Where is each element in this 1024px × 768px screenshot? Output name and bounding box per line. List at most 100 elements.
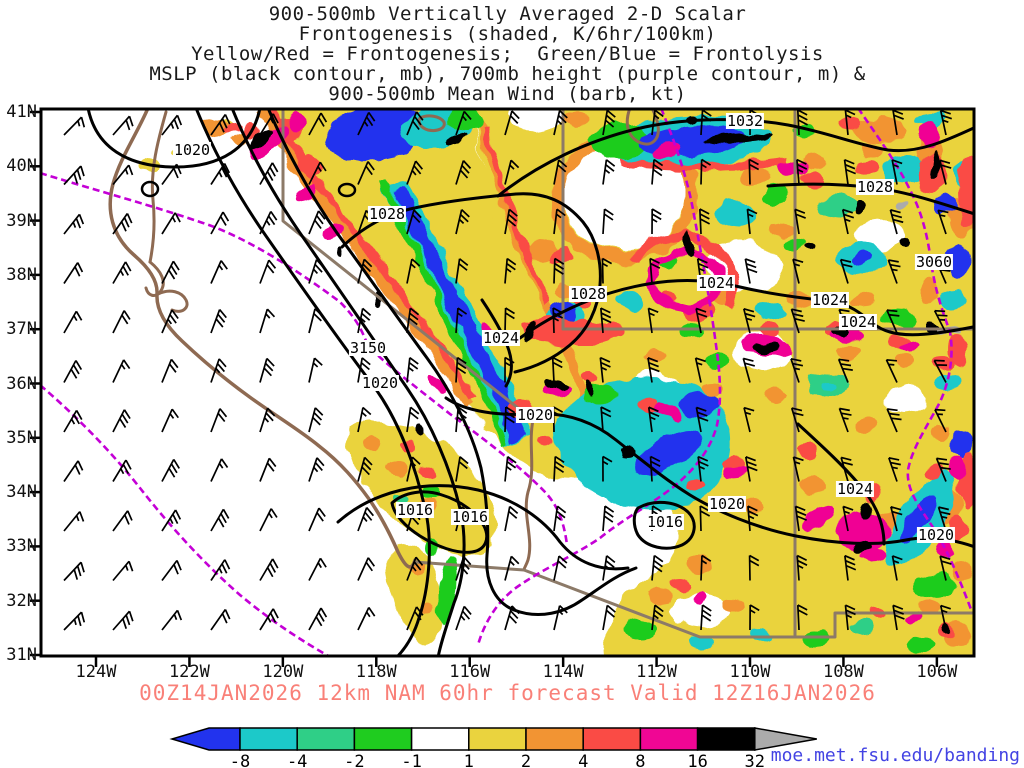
wind-barb — [886, 309, 900, 334]
wind-barb — [696, 257, 709, 284]
wind-barb — [602, 505, 615, 532]
title-line-3: Yellow/Red = Frontogenesis; Green/Blue =… — [191, 43, 824, 65]
wind-barb — [455, 209, 470, 235]
wind-barb — [939, 604, 951, 631]
wind-barb — [744, 258, 758, 284]
lat-tick-label: 37N — [6, 319, 37, 340]
wind-barb — [651, 604, 664, 631]
colorbar-tick-label: 4 — [578, 752, 589, 768]
lat-tick-label: 32N — [6, 590, 37, 611]
colorbar-tick-label: 8 — [635, 752, 646, 768]
wind-barb — [695, 406, 709, 433]
wind-barb — [504, 505, 519, 532]
wind-barb — [700, 554, 712, 581]
wind-barb — [504, 605, 520, 631]
wind-barb — [357, 307, 372, 334]
colorbar-tick-label: 1 — [463, 752, 474, 768]
wind-barb — [161, 260, 180, 284]
wind-barb — [455, 160, 472, 185]
colorbar — [169, 727, 817, 751]
wind-barb — [838, 407, 852, 433]
lat-tick-label: 34N — [6, 482, 37, 503]
title-line-5: 900-500mb Mean Wind (barb, kt) — [328, 83, 687, 105]
wind-barb — [839, 258, 853, 284]
wind-barb — [649, 455, 661, 482]
wind-barb — [790, 308, 805, 334]
wind-barb — [455, 307, 468, 334]
wind-barb — [889, 209, 904, 235]
wind-barb — [161, 309, 179, 334]
wind-barb — [308, 210, 326, 235]
wind-barb — [161, 509, 182, 532]
wind-barb — [749, 604, 760, 631]
wind-barb — [602, 109, 616, 136]
wind-barb — [746, 208, 758, 235]
wind-barb — [885, 358, 898, 383]
wind-barb — [504, 455, 517, 482]
wind-barb — [210, 408, 228, 433]
wind-barb — [743, 406, 755, 433]
wind-barb — [840, 456, 853, 482]
lat-tick-label: 38N — [6, 264, 37, 285]
wind-barb — [599, 307, 612, 334]
lon-tick-label: 124W — [75, 662, 117, 682]
wind-barb — [112, 459, 132, 482]
wind-barb — [308, 457, 325, 482]
contour-label-mslp: 1020 — [515, 406, 555, 424]
wind-barb — [308, 557, 327, 581]
site-link[interactable]: moe.met.fsu.edu/banding — [770, 745, 1020, 766]
colorbar-tick-label: -4 — [286, 752, 308, 768]
wind-barb — [939, 159, 952, 185]
title-line-4: MSLP (black contour, mb), 700mb height (… — [149, 63, 866, 85]
wind-barb — [934, 408, 947, 433]
wind-barb — [888, 457, 901, 482]
wind-barb — [844, 554, 857, 581]
wind-barbs — [63, 109, 953, 631]
wind-barb — [553, 159, 568, 185]
wind-barb — [210, 358, 227, 383]
wind-barb — [259, 407, 276, 433]
wind-barb — [210, 211, 230, 235]
wind-barb — [63, 460, 84, 482]
wind-barb — [406, 111, 424, 136]
wind-barb — [63, 511, 85, 532]
contour-label-mslp: 1024 — [835, 480, 875, 498]
wind-barb — [406, 160, 424, 185]
wind-barb — [748, 554, 760, 581]
lon-tick-label: 122W — [168, 662, 210, 682]
wind-barb — [790, 357, 804, 383]
contour-label-mslp: 1032 — [725, 112, 765, 130]
wind-barb — [504, 406, 516, 433]
wind-barb — [63, 310, 83, 334]
lon-tick-label: 118W — [355, 662, 397, 682]
wind-barb — [844, 109, 856, 136]
wind-barb — [553, 257, 565, 284]
wind-barb — [748, 158, 760, 185]
wind-barb — [842, 505, 854, 532]
wind-barb — [210, 559, 231, 581]
wind-barb — [697, 455, 709, 482]
wind-barb — [308, 507, 326, 532]
wind-barb — [602, 604, 616, 631]
title-line-1: 900-500mb Vertically Averaged 2-D Scalar — [268, 3, 747, 25]
wind-barb — [939, 109, 953, 136]
wind-barb — [937, 506, 951, 532]
wind-barb — [406, 209, 422, 235]
wind-barb — [63, 561, 85, 582]
contour-label-mslp: 1024 — [810, 291, 850, 309]
wind-barb — [455, 258, 469, 284]
wind-barb — [357, 606, 376, 631]
wind-barb — [63, 611, 86, 631]
wind-barb — [308, 607, 328, 631]
wind-barb — [933, 359, 948, 383]
wind-barb — [161, 458, 180, 482]
wind-barb — [553, 110, 568, 136]
wind-barb — [455, 110, 472, 136]
wind-barb — [892, 604, 905, 631]
wind-barb — [63, 116, 86, 136]
wind-barb — [600, 406, 612, 433]
lat-tick-label: 33N — [6, 536, 37, 557]
wind-barb — [504, 208, 518, 235]
wind-barb — [112, 261, 132, 284]
wind-barb — [308, 112, 328, 136]
